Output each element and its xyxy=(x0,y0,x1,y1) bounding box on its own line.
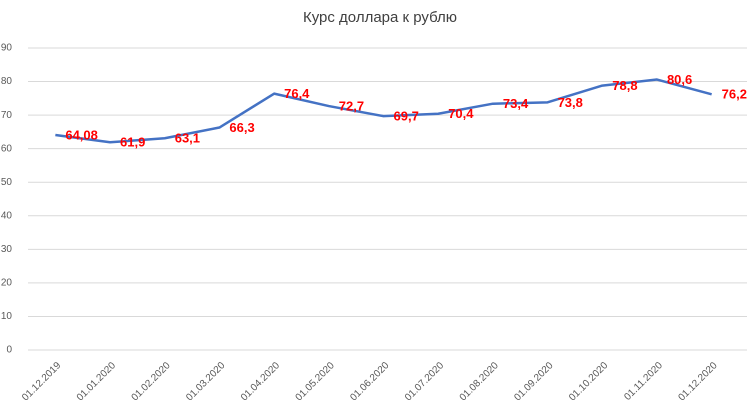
x-tick-label: 01.06.2020 xyxy=(348,360,391,403)
data-label: 76,2 xyxy=(722,87,747,102)
data-label: 70,4 xyxy=(448,106,474,121)
data-label: 63,1 xyxy=(175,131,200,146)
y-tick-label: 30 xyxy=(1,244,13,255)
y-tick-label: 80 xyxy=(1,76,13,87)
y-tick-label: 60 xyxy=(1,143,13,154)
chart-title: Курс доллара к рублю xyxy=(303,9,457,26)
x-tick-label: 01.02.2020 xyxy=(130,360,173,403)
line xyxy=(55,78,712,144)
y-tick-label: 50 xyxy=(1,177,13,188)
data-label: 73,8 xyxy=(558,95,583,110)
x-tick-label: 01.04.2020 xyxy=(239,360,282,403)
y-tick-label: 10 xyxy=(1,311,13,322)
data-label: 80,6 xyxy=(667,72,692,87)
data-label: 69,7 xyxy=(394,109,419,124)
data-label: 72,7 xyxy=(339,98,364,113)
data-label: 61,9 xyxy=(120,135,145,150)
x-tick-label: 01.03.2020 xyxy=(184,360,227,403)
y-tick-label: 40 xyxy=(1,210,13,221)
x-tick-label: 01.10.2020 xyxy=(567,360,610,403)
y-tick-label: 70 xyxy=(1,110,13,121)
data-label: 64,08 xyxy=(65,127,98,142)
x-tick-label: 01.05.2020 xyxy=(294,360,337,403)
y-tick-label: 0 xyxy=(6,345,12,356)
y-tick-label: 20 xyxy=(1,278,13,289)
x-tick-label: 01.09.2020 xyxy=(512,360,555,403)
x-tick-label: 01.12.2020 xyxy=(676,360,719,403)
x-tick-label: 01.08.2020 xyxy=(458,360,501,403)
y-tick-label: 90 xyxy=(1,43,13,54)
x-tick-label: 01.07.2020 xyxy=(403,360,446,403)
data-label: 73,4 xyxy=(503,96,529,111)
data-label: 76,4 xyxy=(284,86,310,101)
x-tick-label: 01.11.2020 xyxy=(622,360,665,403)
x-tick-label: 01.12.2019 xyxy=(20,360,63,403)
data-label: 78,8 xyxy=(612,78,637,93)
data-label: 66,3 xyxy=(229,120,254,135)
x-tick-label: 01.01.2020 xyxy=(75,360,118,403)
